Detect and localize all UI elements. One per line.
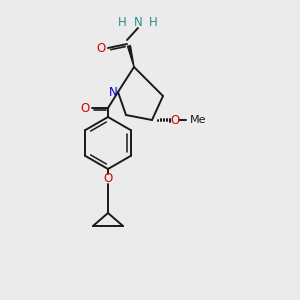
Text: O: O — [103, 172, 112, 185]
Text: N: N — [134, 16, 142, 29]
Text: O: O — [96, 41, 106, 55]
Polygon shape — [128, 46, 134, 67]
Text: H: H — [118, 16, 126, 29]
Text: Me: Me — [190, 115, 206, 125]
Text: O: O — [80, 101, 90, 115]
Text: O: O — [170, 113, 180, 127]
Text: N: N — [109, 85, 117, 98]
Text: H: H — [148, 16, 158, 29]
